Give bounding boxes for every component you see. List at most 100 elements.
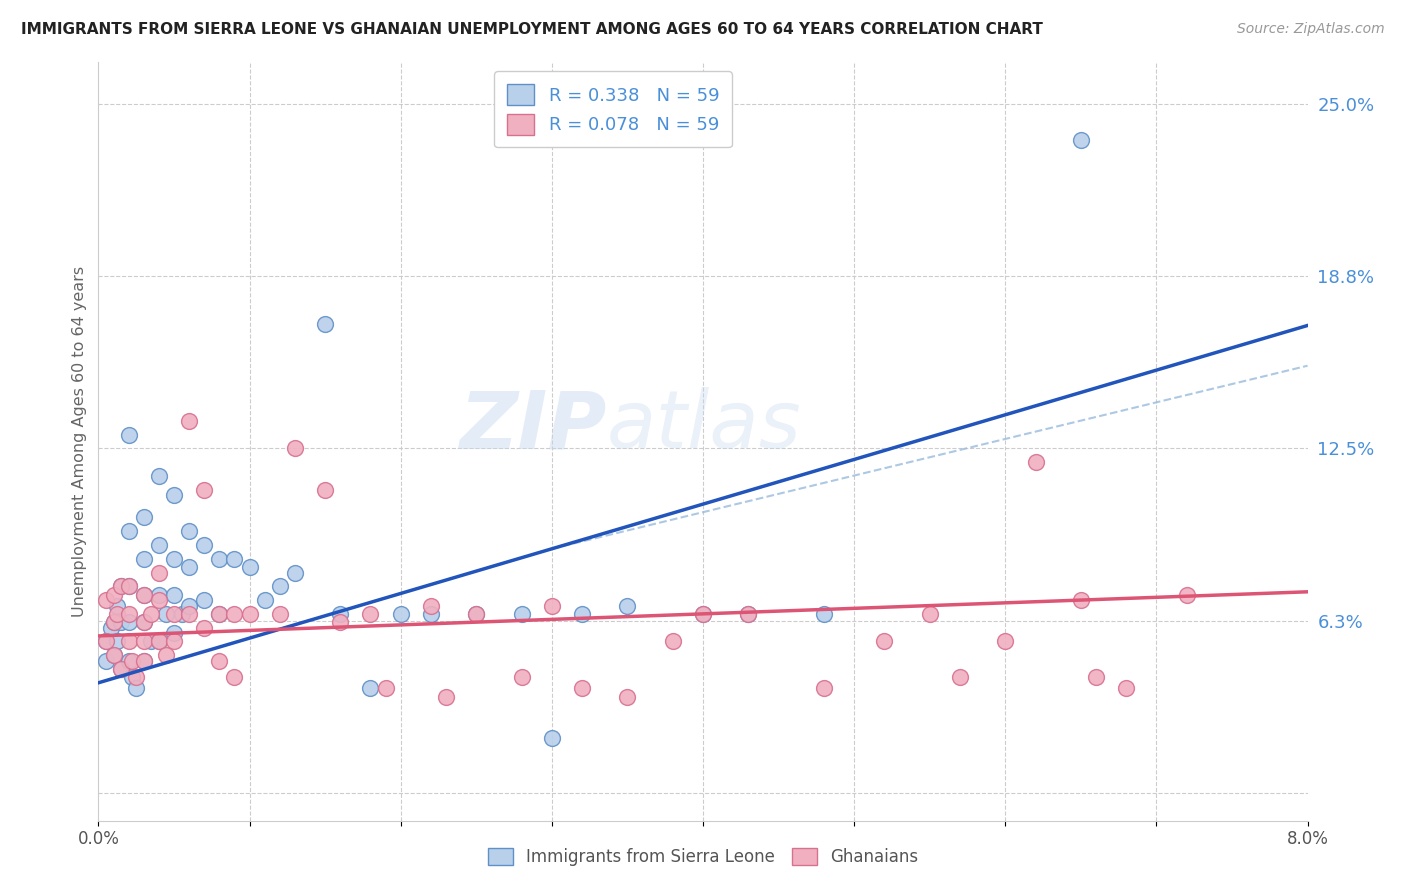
Point [103, 615, 125, 629]
Point [110, 579, 132, 593]
Point [269, 579, 291, 593]
Point [434, 690, 457, 704]
Point [163, 634, 186, 648]
Point [118, 634, 141, 648]
Point [132, 588, 155, 602]
Point [170, 607, 193, 621]
Point [1115, 681, 1137, 696]
Point [179, 414, 201, 428]
Point [94, 634, 117, 648]
Point [737, 607, 759, 621]
Point [193, 483, 215, 497]
Point [208, 551, 231, 566]
Point [118, 427, 141, 442]
Point [1070, 593, 1092, 607]
Point [110, 662, 132, 676]
Point [949, 670, 972, 684]
Point [616, 599, 638, 613]
Point [163, 488, 186, 502]
Point [155, 648, 177, 663]
Point [110, 615, 132, 629]
Point [132, 551, 155, 566]
Point [132, 510, 155, 524]
Point [118, 579, 141, 593]
Point [163, 626, 186, 640]
Point [141, 634, 163, 648]
Point [148, 588, 170, 602]
Point [148, 593, 170, 607]
Point [148, 634, 170, 648]
Point [1070, 133, 1092, 147]
Point [465, 607, 488, 621]
Point [179, 607, 201, 621]
Point [132, 615, 155, 629]
Point [510, 607, 533, 621]
Point [239, 560, 262, 574]
Point [329, 615, 352, 629]
Point [314, 318, 336, 332]
Point [121, 670, 143, 684]
Point [94, 634, 117, 648]
Point [571, 681, 593, 696]
Point [269, 607, 291, 621]
Point [179, 524, 201, 538]
Point [125, 670, 148, 684]
Point [110, 579, 132, 593]
Y-axis label: Unemployment Among Ages 60 to 64 years: Unemployment Among Ages 60 to 64 years [72, 266, 87, 617]
Text: IMMIGRANTS FROM SIERRA LEONE VS GHANAIAN UNEMPLOYMENT AMONG AGES 60 TO 64 YEARS : IMMIGRANTS FROM SIERRA LEONE VS GHANAIAN… [21, 22, 1043, 37]
Point [105, 634, 128, 648]
Point [132, 634, 155, 648]
Point [239, 607, 262, 621]
Point [148, 538, 170, 552]
Point [994, 634, 1017, 648]
Point [94, 654, 117, 668]
Point [132, 588, 155, 602]
Point [374, 681, 396, 696]
Point [103, 648, 125, 663]
Point [121, 654, 143, 668]
Point [141, 607, 163, 621]
Point [132, 654, 155, 668]
Point [208, 607, 231, 621]
Point [155, 607, 177, 621]
Point [420, 607, 443, 621]
Point [105, 599, 128, 613]
Point [224, 551, 246, 566]
Point [284, 442, 307, 456]
Text: Source: ZipAtlas.com: Source: ZipAtlas.com [1237, 22, 1385, 37]
Point [1025, 455, 1047, 469]
Point [179, 560, 201, 574]
Point [163, 607, 186, 621]
Point [692, 607, 714, 621]
Point [132, 615, 155, 629]
Point [329, 607, 352, 621]
Point [118, 615, 141, 629]
Point [692, 607, 714, 621]
Point [118, 654, 141, 668]
Point [389, 607, 412, 621]
Point [661, 634, 683, 648]
Point [148, 634, 170, 648]
Point [540, 731, 562, 745]
Point [132, 654, 155, 668]
Point [103, 615, 125, 629]
Point [737, 607, 759, 621]
Point [813, 681, 835, 696]
Point [616, 690, 638, 704]
Point [118, 579, 141, 593]
Point [420, 599, 443, 613]
Point [179, 599, 201, 613]
Point [94, 593, 117, 607]
Point [208, 654, 231, 668]
Point [148, 566, 170, 580]
Point [105, 607, 128, 621]
Point [465, 607, 488, 621]
Point [540, 599, 562, 613]
Point [224, 670, 246, 684]
Point [224, 607, 246, 621]
Point [118, 607, 141, 621]
Point [110, 662, 132, 676]
Point [163, 588, 186, 602]
Point [193, 593, 215, 607]
Point [571, 607, 593, 621]
